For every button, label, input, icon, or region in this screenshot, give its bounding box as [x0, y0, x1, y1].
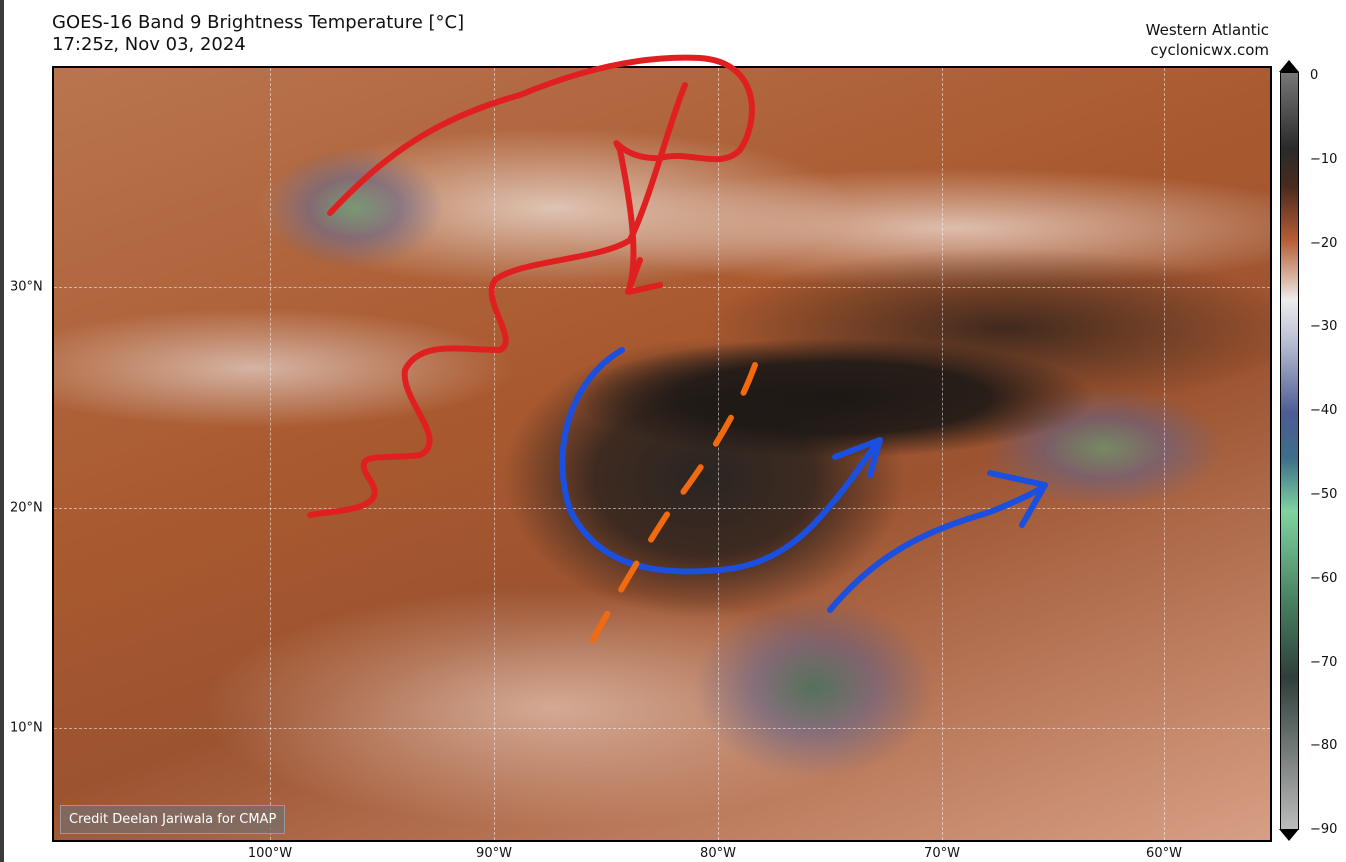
- gridline: [942, 68, 943, 840]
- gridline: [1164, 68, 1165, 840]
- lon-tick: 60°W: [1146, 846, 1182, 861]
- gridline: [718, 68, 719, 840]
- gridline: [54, 508, 1270, 509]
- gridline: [54, 728, 1270, 729]
- colorbar-tick: −50: [1310, 487, 1338, 502]
- satellite-map: Credit Deelan Jariwala for CMAP: [52, 66, 1272, 842]
- gridline: [494, 68, 495, 840]
- map-title: GOES-16 Band 9 Brightness Temperature [°…: [52, 12, 464, 56]
- colorbar-tick: −10: [1310, 151, 1338, 167]
- red-arrow-south: [307, 82, 688, 518]
- colorbar-extend-bottom: [1279, 829, 1299, 841]
- credit-label: Credit Deelan Jariwala for CMAP: [60, 805, 286, 834]
- lon-tick: 70°W: [924, 846, 960, 861]
- colorbar-tick: −40: [1310, 403, 1338, 419]
- lon-tick: 90°W: [476, 846, 512, 861]
- window-edge: [0, 0, 4, 862]
- lat-tick: 30°N: [10, 279, 43, 295]
- lat-tick: 10°N: [10, 720, 43, 736]
- colorbar-tick: 0: [1310, 68, 1319, 83]
- site-label: cyclonicwx.com: [1150, 41, 1269, 59]
- title-line-2: 17:25z, Nov 03, 2024: [52, 34, 246, 55]
- title-line-1: GOES-16 Band 9 Brightness Temperature [°…: [52, 12, 465, 33]
- blue-arc: [559, 347, 883, 575]
- colorbar-tick: −90: [1310, 822, 1338, 838]
- orange-dashed-line: [587, 362, 758, 648]
- colorbar-extend-top: [1279, 60, 1299, 72]
- gridline: [54, 287, 1270, 288]
- gridline: [270, 68, 271, 840]
- lat-tick: 20°N: [10, 500, 43, 516]
- lon-tick: 100°W: [247, 846, 293, 861]
- lon-tick: 80°W: [700, 846, 736, 861]
- colorbar-tick: −20: [1310, 235, 1338, 251]
- source-label: Western Atlantic cyclonicwx.com: [1146, 20, 1269, 60]
- colorbar-tick: −70: [1310, 654, 1338, 670]
- colorbar-tick: −30: [1310, 319, 1338, 335]
- colorbar: [1280, 72, 1299, 830]
- colorbar-tick: −80: [1310, 738, 1338, 754]
- red-arrow-north: [327, 54, 755, 295]
- blue-arrow-east: [827, 470, 1048, 613]
- colorbar-tick: −60: [1310, 570, 1338, 586]
- region-label: Western Atlantic: [1145, 21, 1269, 39]
